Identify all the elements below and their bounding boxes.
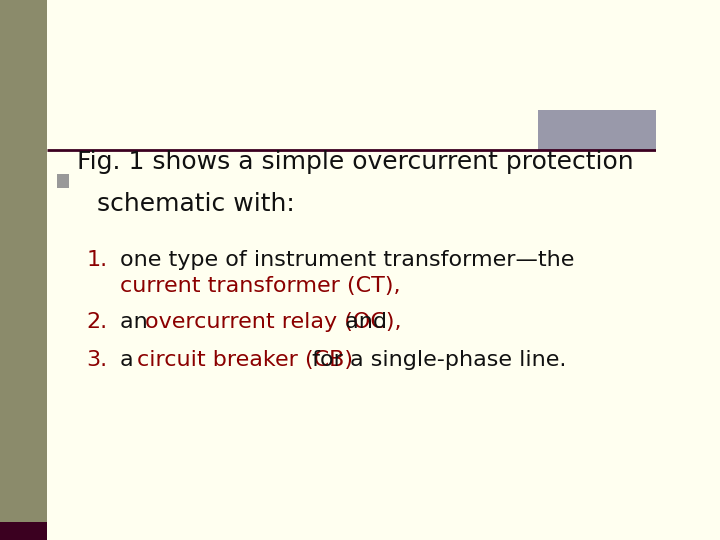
Text: Fig. 1 shows a simple overcurrent protection: Fig. 1 shows a simple overcurrent protec… bbox=[76, 150, 633, 174]
Text: 2.: 2. bbox=[86, 312, 108, 332]
Bar bbox=[0, 522, 48, 540]
Text: overcurrent relay (OC),: overcurrent relay (OC), bbox=[145, 312, 402, 332]
Text: for a single-phase line.: for a single-phase line. bbox=[305, 350, 566, 370]
Text: a: a bbox=[120, 350, 141, 370]
Text: an: an bbox=[120, 312, 156, 332]
Text: one type of instrument transformer—the: one type of instrument transformer—the bbox=[120, 250, 575, 270]
Text: 3.: 3. bbox=[86, 350, 108, 370]
Text: circuit breaker (CB): circuit breaker (CB) bbox=[137, 350, 353, 370]
Text: schematic with:: schematic with: bbox=[96, 192, 294, 216]
Bar bbox=[0, 0, 48, 540]
Text: 1.: 1. bbox=[86, 250, 108, 270]
Bar bbox=[56, 174, 69, 188]
Text: current transformer (CT),: current transformer (CT), bbox=[120, 276, 401, 296]
Bar bbox=[538, 110, 656, 150]
Text: and: and bbox=[338, 312, 387, 332]
